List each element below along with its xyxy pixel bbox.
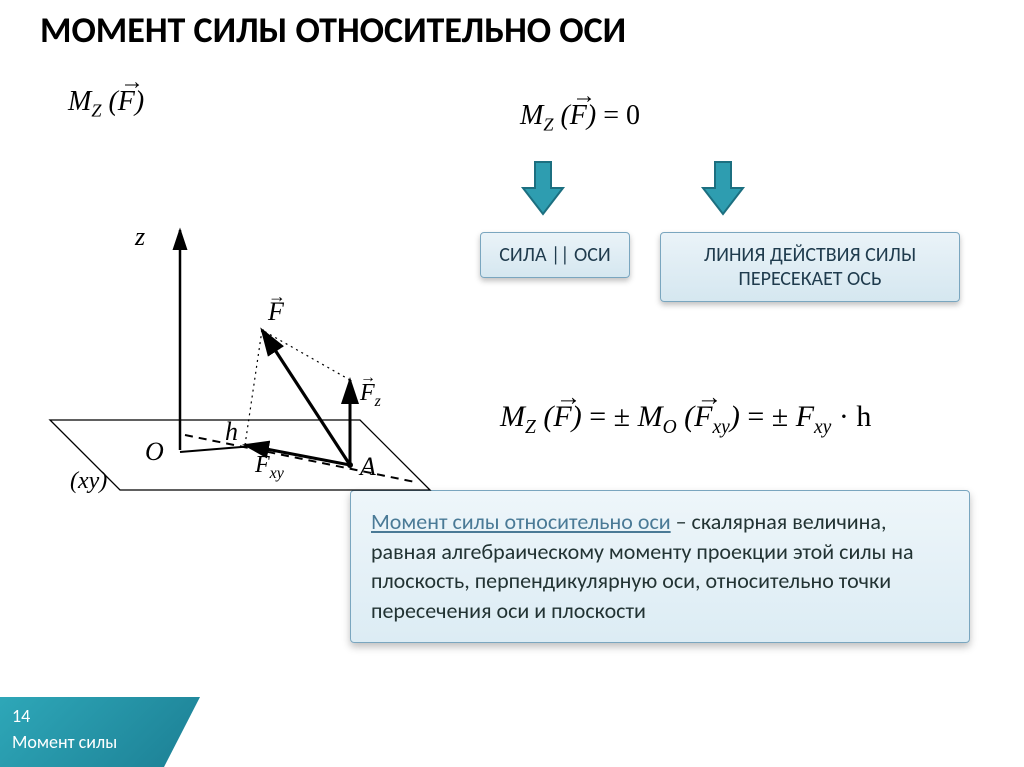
arrow-down-icon	[520, 160, 566, 216]
eqm-M-sub: Z	[525, 417, 536, 438]
equation-main: MZ (F) = ± MO (Fxy) = ± Fxy · h	[500, 400, 871, 439]
eq-paren: (	[108, 86, 117, 117]
eqm-Fxy-sub: xy	[713, 417, 730, 438]
eqm-doth: · h	[839, 400, 872, 433]
box-line-of-action: ЛИНИЯ ДЕЙСТВИЯ СИЛЫ ПЕРЕСЕКАЕТ ОСЬ	[660, 232, 960, 302]
svg-text:A: A	[358, 452, 376, 481]
arrow-down-icon	[700, 160, 746, 216]
page-number: 14	[12, 705, 188, 727]
svg-text:z: z	[134, 222, 145, 251]
equation-mz-f-zero: MZ (F) = 0	[520, 100, 640, 136]
eqm-pm2: = ±	[747, 400, 788, 433]
svg-text:Fxy: Fxy	[254, 452, 285, 482]
eq-F-vec: F	[118, 86, 135, 118]
eqm-p1: (	[543, 400, 553, 433]
svg-text:h: h	[225, 417, 238, 446]
eq-M-sub: Z	[91, 101, 101, 121]
eqm-pm1: = ±	[589, 400, 630, 433]
eqm-F: F	[553, 400, 571, 434]
eq0-paren: (	[560, 100, 569, 131]
eqm-Fxy2: F	[796, 400, 814, 433]
box-force-parallel-axis: СИЛА || ОСИ	[480, 232, 630, 278]
eq0-M: M	[520, 100, 543, 131]
eqm-M: M	[500, 400, 525, 433]
eq0-rhs: = 0	[603, 100, 640, 131]
eqm-Fxy: F	[694, 400, 712, 434]
eqm-MO: M	[638, 400, 663, 433]
footer-label: Момент силы	[12, 731, 188, 753]
equation-mz-f: MZ (F)	[68, 86, 144, 122]
svg-text:(xy): (xy)	[70, 468, 107, 494]
svg-text:→: →	[360, 369, 376, 386]
eqm-MO-sub: O	[663, 417, 677, 438]
footer-tab: 14 Момент силы	[0, 697, 200, 767]
force-diagram: z O (xy) A h Fz → Fxy → F →	[30, 170, 470, 530]
eqm-Fxy2-sub: xy	[814, 417, 831, 438]
svg-text:→: →	[258, 439, 274, 456]
eq0-M-sub: Z	[543, 115, 553, 135]
eqm-p2c: )	[730, 400, 748, 433]
svg-text:O: O	[145, 437, 164, 466]
eq0-F-vec: F	[570, 100, 587, 132]
page-title: МОМЕНТ СИЛЫ ОТНОСИТЕЛЬНО ОСИ	[40, 8, 626, 52]
eqm-p2: (	[684, 400, 694, 433]
eq-M: M	[68, 86, 91, 117]
svg-text:→: →	[268, 286, 286, 306]
